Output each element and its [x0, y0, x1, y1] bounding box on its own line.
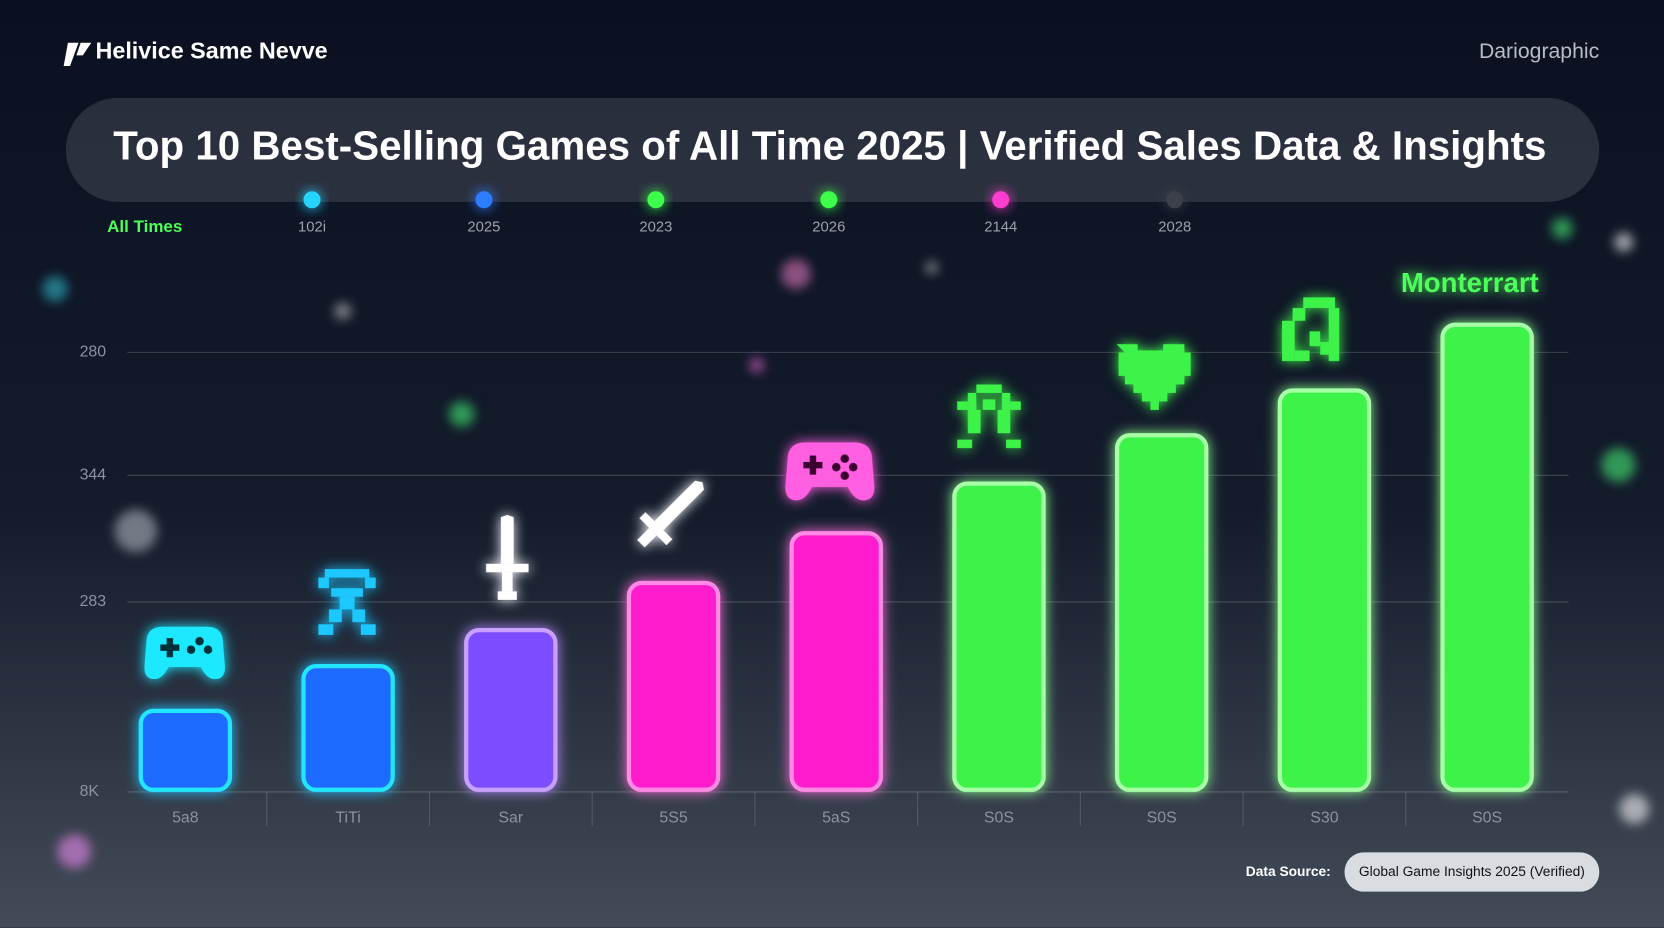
timeline-dot	[820, 191, 838, 209]
timeline-label: 2028	[1158, 219, 1191, 235]
source: Global Game Insights 2025 (Verified)	[1359, 864, 1585, 879]
timeline-label: All Times	[107, 217, 182, 236]
source-pill	[1344, 852, 1600, 892]
timeline-label: 102i	[298, 219, 326, 235]
timeline-label: 2026	[812, 219, 845, 235]
y-tick-label: 8K	[80, 783, 100, 800]
title-panel	[65, 97, 1600, 202]
timeline-dot	[992, 191, 1010, 209]
x-tick-label: S0S	[1147, 810, 1177, 827]
icons	[144, 297, 1340, 680]
timeline-label: 2025	[467, 219, 500, 235]
bar	[301, 664, 395, 792]
bar	[1114, 433, 1209, 792]
x-tick-label: 5a8	[172, 810, 199, 827]
timeline-dot	[1166, 191, 1184, 209]
brand-logo	[63, 42, 92, 67]
y-tick-label: 344	[80, 467, 107, 484]
bar	[464, 628, 558, 792]
bar	[952, 481, 1046, 792]
timeline-dot	[303, 191, 321, 209]
x-tick-label: 5aS	[822, 810, 850, 827]
bar	[626, 580, 721, 792]
timeline-dot	[647, 191, 665, 209]
timeline-dot	[475, 191, 493, 209]
x-tick-label: Sar	[498, 810, 523, 827]
source-label: Data Source:	[1246, 864, 1331, 879]
particles	[42, 217, 1650, 869]
x-tick-label: 5S5	[659, 810, 687, 827]
y-tick-label: 280	[80, 344, 107, 361]
bar	[789, 531, 883, 792]
x-tick-label: S0S	[1472, 810, 1502, 827]
timeline-label: 2023	[639, 219, 672, 235]
tag: Dariographic	[1479, 40, 1600, 63]
annotation: Monterrart	[1401, 267, 1539, 298]
x-tick-label: TiTi	[335, 810, 360, 827]
brand: Helivice Same Nevve	[96, 37, 328, 63]
bar	[1277, 388, 1372, 792]
timeline-label: 2144	[984, 219, 1017, 235]
chart-title: Top 10 Best-Selling Games of All Time 20…	[113, 122, 1546, 168]
x-tick-label: S30	[1310, 810, 1338, 827]
x-tick-label: S0S	[984, 810, 1014, 827]
y-tick-label: 283	[80, 593, 107, 610]
bar	[138, 708, 233, 792]
bar	[1440, 322, 1534, 792]
